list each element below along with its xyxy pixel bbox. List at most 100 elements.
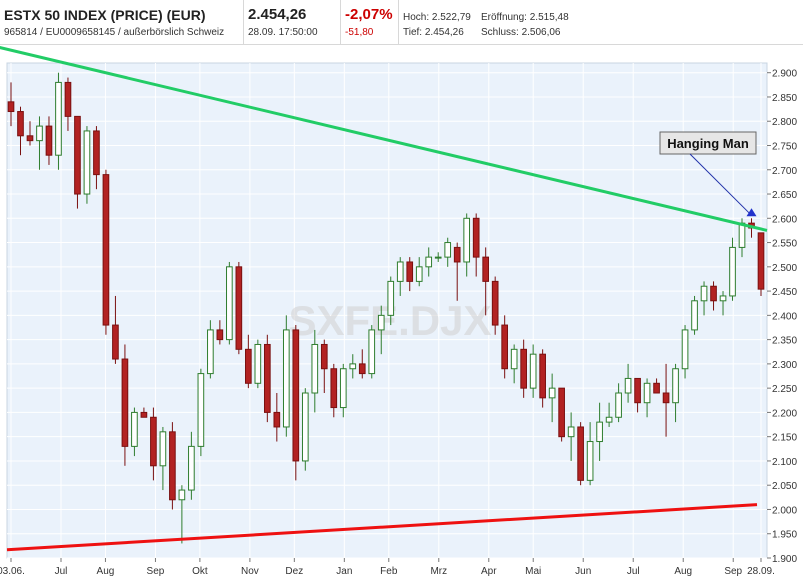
candle-body <box>415 266 423 282</box>
candle-body <box>301 392 309 462</box>
candle-body <box>368 329 376 375</box>
y-tick-label: 2.900 <box>772 69 797 80</box>
candle-body <box>140 411 148 418</box>
candle-body <box>510 348 518 370</box>
y-tick-label: 2.250 <box>772 384 797 395</box>
candle-body <box>472 217 480 258</box>
y-tick-label: 2.200 <box>772 408 797 419</box>
candle-body <box>643 382 651 404</box>
y-tick-label: 1.950 <box>772 530 797 541</box>
ohlc-cell: Hoch: 2.522,79 Tief: 2.454,26 Eröffnung:… <box>399 0 803 44</box>
candle-body <box>396 261 404 282</box>
candle-body <box>121 358 129 447</box>
candle-body <box>558 387 565 438</box>
instrument-ids: 965814 / EU0009658145 / außerbörslich Sc… <box>4 27 225 38</box>
high-value: Hoch: 2.522,79 <box>403 12 471 23</box>
y-tick-label: 2.650 <box>772 190 797 201</box>
x-tick-label: Okt <box>192 566 208 577</box>
y-tick-label: 2.500 <box>772 263 797 274</box>
y-tick-label: 2.550 <box>772 239 797 250</box>
instrument-cell: ESTX 50 INDEX (PRICE) (EUR) 965814 / EU0… <box>0 0 244 44</box>
candle-body <box>93 130 100 176</box>
candle-body <box>358 363 366 375</box>
x-tick-label: Aug <box>674 566 692 577</box>
candle-body <box>64 81 72 117</box>
quote-header: ESTX 50 INDEX (PRICE) (EUR) 965814 / EU0… <box>0 0 803 45</box>
candle-body <box>662 392 670 404</box>
y-tick-label: 2.100 <box>772 457 797 468</box>
candle-body <box>586 441 594 481</box>
candle-body <box>444 242 452 258</box>
candle-body <box>615 392 622 418</box>
candle-body <box>729 246 736 297</box>
candle-body <box>567 426 575 438</box>
x-tick-label: Jan <box>336 566 352 577</box>
candle-body <box>26 135 34 142</box>
x-tick-label: Dez <box>285 566 303 577</box>
candle-body <box>520 348 527 389</box>
y-tick-label: 2.450 <box>772 287 797 298</box>
last-price: 2.454,26 <box>248 6 307 23</box>
candle-body <box>434 256 442 259</box>
last-price-cell: 2.454,26 28.09. 17:50:00 <box>244 0 341 44</box>
candle-body <box>311 343 319 394</box>
candle-body <box>178 489 186 501</box>
candle-body <box>36 125 43 142</box>
y-tick-label: 2.300 <box>772 360 797 371</box>
candle-body <box>757 232 765 290</box>
y-tick-label: 2.150 <box>772 433 797 444</box>
candle-body <box>349 363 357 370</box>
candle-body <box>282 329 290 428</box>
support-trendline <box>6 503 758 552</box>
candle-body <box>624 377 632 394</box>
x-tick-label: Jul <box>55 566 68 577</box>
candle-body <box>83 130 91 195</box>
candle-body <box>292 329 300 462</box>
candlestick-chart: 2.900 2.850 2.800 2.750 2.700 2.650 2.600 2.550… <box>0 46 797 577</box>
candle-body <box>207 329 214 375</box>
x-tick-label: Nov <box>241 566 259 577</box>
candle-body <box>738 222 746 248</box>
candle-body <box>548 387 556 399</box>
candle-body <box>491 280 499 326</box>
candle-body <box>577 426 584 481</box>
x-tick-label: Mrz <box>430 566 447 577</box>
last-timestamp: 28.09. 17:50:00 <box>248 27 318 38</box>
candle-body <box>263 343 271 413</box>
x-tick-label: Aug <box>97 566 115 577</box>
candle-body <box>425 256 433 268</box>
candle-body <box>197 373 205 447</box>
candle-body <box>710 285 717 302</box>
candle-body <box>216 329 224 341</box>
candle-body <box>320 343 328 370</box>
annotation-box <box>659 131 757 155</box>
change-absolute: -51,80 <box>345 27 374 38</box>
candle-body <box>529 353 537 389</box>
candle-body <box>45 125 53 156</box>
y-tick-label: 2.050 <box>772 481 797 492</box>
candle-body <box>112 324 119 360</box>
annotation-label: Hanging Man <box>667 136 749 151</box>
candle-body <box>463 217 471 263</box>
candle-body <box>188 445 195 491</box>
candle-body <box>539 353 546 399</box>
candle-body <box>245 348 252 384</box>
x-tick-label: Feb <box>380 566 398 577</box>
annotation-arrowhead <box>746 208 757 217</box>
candle-body <box>330 368 338 409</box>
candle-body <box>387 280 395 316</box>
instrument-title: ESTX 50 INDEX (PRICE) (EUR) <box>4 7 206 23</box>
candle-body <box>273 411 281 428</box>
candle-body <box>406 261 414 282</box>
open-value: Eröffnung: 2.515,48 <box>481 12 569 23</box>
x-tick-label: Sep <box>724 566 742 577</box>
candle-body <box>131 411 138 447</box>
candle-body <box>605 416 613 423</box>
candle-body <box>501 324 509 370</box>
candle-body <box>235 266 243 350</box>
x-tick-label: Mai <box>525 566 541 577</box>
x-tick-label: Jul <box>627 566 640 577</box>
candle-body <box>339 368 347 409</box>
low-value: Tief: 2.454,26 <box>403 27 464 38</box>
candle-body <box>7 101 15 113</box>
